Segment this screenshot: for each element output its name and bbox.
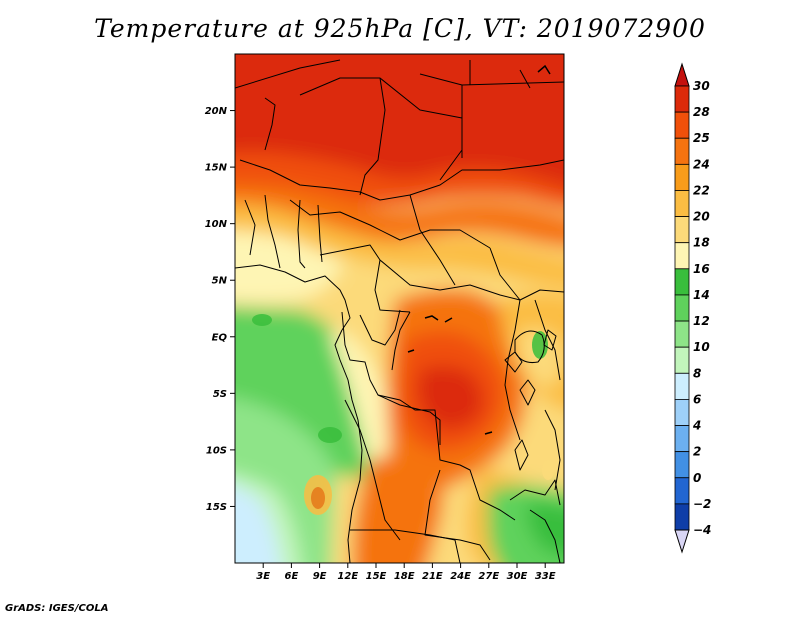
lat-tick-label: 15S (206, 502, 227, 513)
colorbar-label: 4 (692, 419, 701, 433)
colorbar-label: −2 (693, 497, 711, 511)
credit-text: GrADS: IGES/COLA (5, 603, 109, 614)
colorbar-label: 22 (693, 183, 710, 197)
lon-tick-label: 27E (478, 571, 499, 582)
colorbar-segment (674, 163, 690, 191)
lon-tick-label: 15E (366, 571, 387, 582)
colorbar-segment (674, 294, 690, 322)
colorbar-label: 30 (693, 79, 710, 93)
colorbar-label: 18 (693, 236, 710, 250)
lat-tick-label: 10S (206, 445, 227, 456)
colorbar-segment (674, 268, 690, 296)
map-frame (234, 53, 565, 564)
colorbar-label: 28 (693, 105, 710, 119)
colorbar-segment (674, 477, 690, 505)
lat-tick-label: 20N (205, 106, 228, 117)
colorbar-segment (674, 346, 690, 374)
colorbar-segment (674, 320, 690, 348)
colorbar-segment (674, 425, 690, 453)
colorbar-label: 20 (693, 210, 710, 224)
colorbar-segment (674, 372, 690, 400)
chart-title: Temperature at 925hPa [C], VT: 201907290… (94, 14, 706, 43)
colorbar-segment (674, 111, 690, 139)
temperature-field (235, 54, 564, 563)
colorbar-label: −4 (693, 523, 711, 537)
colorbar-segment (674, 137, 690, 165)
lon-tick-label: 12E (337, 571, 358, 582)
longitude-axis: 3E 6E 9E 12E 15E 18E 21E 24E 27E 30E 33E (256, 563, 556, 582)
colorbar-label: 25 (693, 131, 710, 145)
colorbar-label: 16 (693, 262, 710, 276)
colorbar-label: 10 (693, 340, 710, 354)
colorbar-segment (674, 503, 690, 531)
lon-tick-label: 6E (285, 571, 299, 582)
colorbar-label: 14 (693, 288, 710, 302)
lat-tick-label: 5N (212, 276, 228, 287)
lat-tick-label: 15N (205, 163, 228, 174)
latitude-axis: 20N 15N 10N 5N EQ 5S 10S 15S (205, 106, 235, 513)
colorbar-label: 12 (693, 314, 710, 328)
colorbar-label: 0 (693, 471, 701, 485)
lon-tick-label: 24E (450, 571, 471, 582)
lon-tick-label: 30E (507, 571, 528, 582)
country-boundaries (235, 59, 564, 563)
lon-tick-label: 33E (535, 571, 556, 582)
lat-tick-label: EQ (212, 332, 228, 343)
lon-tick-label: 21E (422, 571, 443, 582)
lon-tick-label: 3E (256, 571, 270, 582)
colorbar-segment (674, 216, 690, 244)
lat-tick-label: 10N (205, 219, 228, 230)
colorbar-label: 8 (693, 366, 701, 380)
colorbar-bottom-cap (674, 529, 690, 554)
colorbar-segment (674, 190, 690, 217)
colorbar-segment (674, 451, 690, 479)
colorbar-segment (674, 242, 690, 270)
colorbar-top-cap (674, 62, 690, 87)
colorbar-segment (674, 85, 690, 113)
colorbar-label: 2 (693, 445, 701, 459)
lon-tick-label: 9E (313, 571, 327, 582)
colorbar-label: 24 (693, 157, 710, 171)
colorbar-label: 6 (693, 392, 701, 406)
lon-tick-label: 18E (394, 571, 415, 582)
colorbar-segment (674, 399, 690, 426)
lat-tick-label: 5S (213, 389, 227, 400)
